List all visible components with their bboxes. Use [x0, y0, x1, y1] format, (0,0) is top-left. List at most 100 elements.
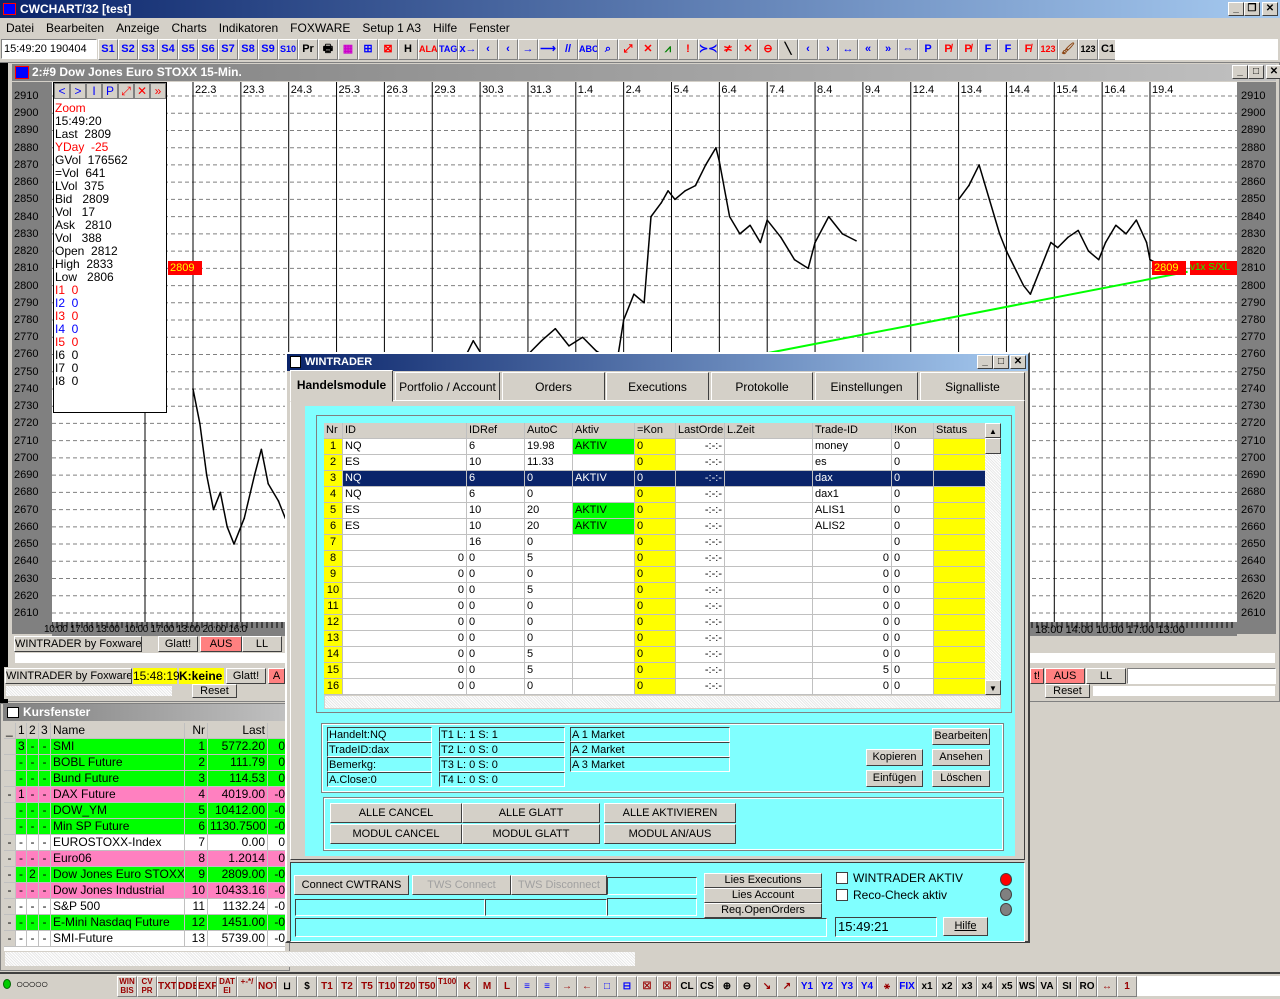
grid-cell[interactable]: [934, 631, 986, 647]
toolbar-button-32[interactable]: ✕: [738, 39, 758, 60]
bottom-toolbar-button-46[interactable]: VA: [1037, 976, 1057, 997]
toolbar-button-19[interactable]: ‹: [478, 39, 498, 60]
mass-button-alle-cancel[interactable]: ALLE CANCEL: [330, 803, 462, 823]
grid-cell[interactable]: [725, 503, 813, 519]
grid-cell[interactable]: 0: [635, 551, 676, 567]
loeschen-button[interactable]: Löschen: [932, 770, 990, 787]
kopieren-button[interactable]: Kopieren: [866, 749, 923, 766]
grid-cell[interactable]: -:-:-: [676, 615, 725, 631]
grid-cell[interactable]: [725, 487, 813, 503]
grid-cell[interactable]: -:-:-: [676, 503, 725, 519]
grid-cell[interactable]: 0: [892, 599, 934, 615]
grid-cell[interactable]: 0: [635, 503, 676, 519]
lies-account-button[interactable]: Lies Account: [704, 888, 822, 903]
grid-cell[interactable]: [725, 615, 813, 631]
kurs-row-cell[interactable]: -: [4, 883, 16, 899]
menu-charts[interactable]: Charts: [171, 21, 207, 35]
bottom-toolbar-button-29[interactable]: CS: [697, 976, 717, 997]
grid-cell[interactable]: [934, 535, 986, 551]
grid-cell[interactable]: 0: [635, 615, 676, 631]
info-nav-button-1[interactable]: >: [70, 83, 86, 99]
grid-cell[interactable]: NQ: [343, 487, 467, 503]
grid-cell[interactable]: 0: [525, 471, 573, 487]
bottom-toolbar-button-43[interactable]: x4: [977, 976, 997, 997]
grid-cell[interactable]: 0: [892, 615, 934, 631]
grid-cell[interactable]: [934, 583, 986, 599]
info-nav-button-5[interactable]: ✕: [134, 83, 150, 99]
grid-cell[interactable]: 0: [635, 631, 676, 647]
grid-header-2[interactable]: IDRef: [467, 423, 525, 439]
toolbar-button-40[interactable]: ⇔: [898, 39, 918, 60]
grid-cell[interactable]: [934, 487, 986, 503]
bottom-toolbar-button-26[interactable]: ☒: [637, 976, 657, 997]
kurs-row-cell[interactable]: -: [4, 867, 16, 883]
toolbar-button-36[interactable]: ›: [818, 39, 838, 60]
req-openorders-button[interactable]: Req.OpenOrders: [704, 903, 822, 918]
grid-cell[interactable]: 5: [525, 583, 573, 599]
grid-cell[interactable]: 0: [525, 631, 573, 647]
toolbar-button-10[interactable]: Pr: [298, 39, 318, 60]
bottom-toolbar-button-16[interactable]: T100: [437, 976, 457, 997]
bottom-toolbar-button-36[interactable]: Y3: [837, 976, 857, 997]
kurs-row-cell[interactable]: -: [4, 915, 16, 931]
grid-cell[interactable]: [725, 631, 813, 647]
grid-cell[interactable]: 0: [892, 439, 934, 455]
toolbar-button-34[interactable]: ╲: [778, 39, 798, 60]
toolbar-button-2[interactable]: S3: [138, 39, 158, 60]
kurs-horizontal-scrollbar[interactable]: [4, 951, 636, 967]
grid-cell[interactable]: 6: [467, 439, 525, 455]
time-field[interactable]: 15:49:20 190404: [1, 39, 97, 59]
grid-header-0[interactable]: Nr: [324, 423, 343, 439]
glatt-button[interactable]: Glatt!: [158, 636, 198, 652]
grid-cell[interactable]: 0: [343, 647, 467, 663]
grid-cell[interactable]: 0: [635, 663, 676, 679]
grid-cell[interactable]: 0: [892, 503, 934, 519]
grid-cell[interactable]: 0: [525, 535, 573, 551]
toolbar-button-22[interactable]: ⟶: [538, 39, 558, 60]
kurs-header-6[interactable]: Last: [208, 723, 268, 739]
toolbar-button-23[interactable]: //: [558, 39, 578, 60]
bottom-toolbar-button-10[interactable]: T1: [317, 976, 337, 997]
grid-cell[interactable]: 0: [635, 471, 676, 487]
grid-cell[interactable]: [934, 679, 986, 695]
kurs-header-4[interactable]: Name: [51, 723, 185, 739]
grid-header-5[interactable]: =Kon: [635, 423, 676, 439]
grid-cell[interactable]: 0: [635, 535, 676, 551]
bottom-toolbar-button-19[interactable]: L: [497, 976, 517, 997]
wintrader-brand-button[interactable]: WINTRADER by Foxware: [14, 636, 142, 652]
kurs-row-cell[interactable]: [4, 755, 16, 771]
info-nav-button-6[interactable]: »: [150, 83, 166, 99]
kurs-row-cell[interactable]: -: [4, 931, 16, 947]
kurs-row-name[interactable]: DAX Future: [51, 787, 185, 803]
grid-cell[interactable]: 6: [467, 487, 525, 503]
grid-cell[interactable]: [573, 599, 635, 615]
bottom-toolbar-button-45[interactable]: WS: [1017, 976, 1037, 997]
menu-anzeige[interactable]: Anzeige: [116, 21, 160, 35]
kurs-row-name[interactable]: SMI-Future: [51, 931, 185, 947]
kurs-row-cell[interactable]: [4, 803, 16, 819]
toolbar-button-35[interactable]: ‹: [798, 39, 818, 60]
grid-header-4[interactable]: Aktiv: [573, 423, 635, 439]
bottom-toolbar-button-34[interactable]: Y1: [797, 976, 817, 997]
kurs-header-2[interactable]: 2: [27, 723, 39, 739]
toolbar-button-13[interactable]: ⊞: [358, 39, 378, 60]
bottom-toolbar-button-3[interactable]: DDE: [177, 976, 197, 997]
bearbeiten-button[interactable]: Bearbeiten: [932, 728, 990, 745]
toolbar-button-21[interactable]: →: [518, 39, 538, 60]
menu-foxware[interactable]: FOXWARE: [290, 21, 351, 35]
strip-right-scrollbar[interactable]: [1092, 685, 1276, 697]
grid-cell[interactable]: money: [813, 439, 892, 455]
grid-cell[interactable]: 0: [813, 615, 892, 631]
kurs-row-name[interactable]: S&P 500: [51, 899, 185, 915]
toolbar-button-12[interactable]: ▦: [338, 39, 358, 60]
grid-cell[interactable]: 0: [525, 599, 573, 615]
toolbar-button-48[interactable]: 🖌: [1058, 39, 1078, 60]
grid-cell[interactable]: 0: [525, 679, 573, 695]
grid-cell[interactable]: 0: [467, 599, 525, 615]
grid-cell[interactable]: NQ: [343, 439, 467, 455]
tws-disconnect-button[interactable]: TWS Disconnect: [511, 875, 607, 895]
kurs-row-cell[interactable]: -: [4, 899, 16, 915]
info-nav-button-3[interactable]: P: [102, 83, 118, 99]
grid-cell[interactable]: 0: [892, 583, 934, 599]
wintrader-aktiv-checkbox[interactable]: [836, 872, 848, 884]
